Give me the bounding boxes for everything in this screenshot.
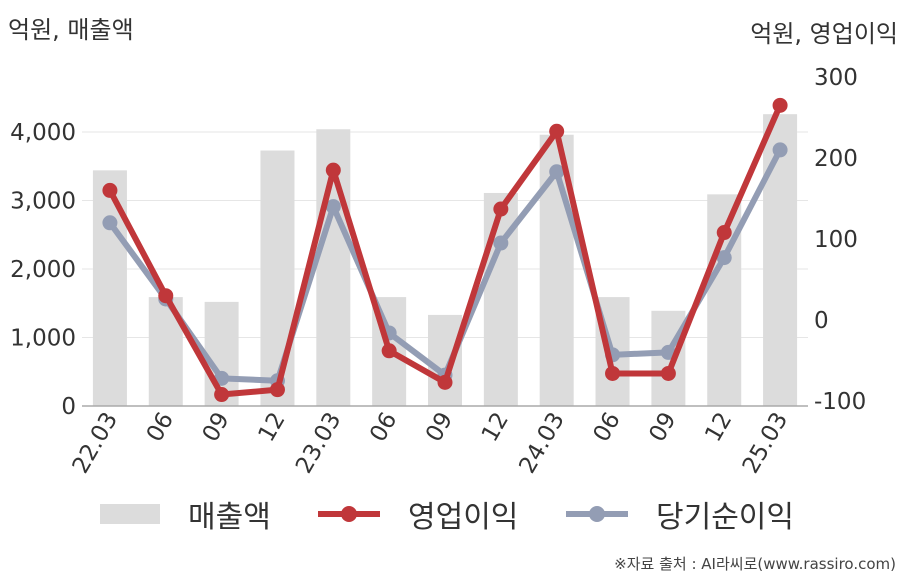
revenue-bar <box>260 150 295 406</box>
x-tick-label: 09 <box>198 408 235 446</box>
legend-swatch-revenue <box>100 504 160 524</box>
legend-item-operating-income: 영업이익 <box>318 492 518 536</box>
left-tick-label: 3,000 <box>10 189 76 215</box>
x-tick-label: 09 <box>421 408 458 446</box>
right-tick-label: 200 <box>814 146 858 172</box>
profit-lines <box>102 97 788 403</box>
right-tick-label: 0 <box>814 308 829 334</box>
x-tick-label: 24.03 <box>514 408 569 478</box>
gridlines <box>82 131 808 338</box>
left-axis-unit: 억원, 매출액 <box>8 16 134 44</box>
legend-label-revenue: 매출액 <box>188 500 271 535</box>
right-tick-label: 100 <box>814 227 858 253</box>
operating-income-point <box>716 225 732 241</box>
left-tick-label: 1,000 <box>10 326 76 352</box>
operating-income-point <box>493 201 509 217</box>
left-tick-label: 4,000 <box>10 120 76 146</box>
x-tick-label: 09 <box>644 408 681 446</box>
revenue-bars <box>92 114 798 407</box>
operating-income-point <box>605 365 621 381</box>
x-tick-label: 06 <box>365 408 402 446</box>
right-axis-unit: 억원, 영업이익 <box>750 20 898 48</box>
x-tick-label: 06 <box>589 408 626 446</box>
legend-item-revenue: 매출액 <box>100 492 271 536</box>
net-income-point <box>102 215 118 231</box>
x-tick-label: 12 <box>254 408 291 446</box>
operating-income-point <box>381 343 397 359</box>
x-tick-label: 12 <box>700 408 737 446</box>
left-tick-label: 0 <box>61 394 76 420</box>
operating-income-point <box>772 97 788 113</box>
left-tick-label: 2,000 <box>10 257 76 283</box>
operating-income-point <box>158 288 174 304</box>
right-tick-label: -100 <box>814 389 866 415</box>
legend-item-net-income: 당기순이익 <box>566 492 794 536</box>
x-tick-label: 23.03 <box>291 408 346 478</box>
operating-income-point <box>269 382 285 398</box>
legend-label-operating-income: 영업이익 <box>408 500 519 535</box>
chart: 01,0002,0003,0004,000-100010020030022.03… <box>10 65 866 478</box>
legend: 매출액 영업이익 당기순이익 <box>0 492 908 536</box>
revenue-bar <box>763 114 798 406</box>
net-income-point <box>716 250 732 266</box>
operating-income-point <box>214 387 230 403</box>
x-tick-label: 25.03 <box>738 408 793 478</box>
operating-income-point <box>549 123 565 139</box>
operating-income-point <box>660 365 676 381</box>
net-income-point <box>325 199 341 215</box>
source-note: ※자료 출처 : AI라씨로(www.rassiro.com) <box>614 555 896 573</box>
net-income-point <box>772 142 788 158</box>
operating-income-point <box>437 374 453 390</box>
right-tick-label: 300 <box>814 65 858 91</box>
x-tick-label: 12 <box>477 408 514 446</box>
net-income-point <box>493 235 509 251</box>
legend-label-net-income: 당기순이익 <box>656 500 794 535</box>
operating-income-point <box>325 162 341 178</box>
operating-income-point <box>102 182 118 198</box>
legend-swatch-net-income <box>566 506 628 522</box>
revenue-bar <box>92 170 127 406</box>
x-tick-label: 06 <box>142 408 179 446</box>
net-income-point <box>549 164 565 180</box>
revenue-bar <box>428 314 462 406</box>
legend-swatch-operating-income <box>318 506 380 522</box>
